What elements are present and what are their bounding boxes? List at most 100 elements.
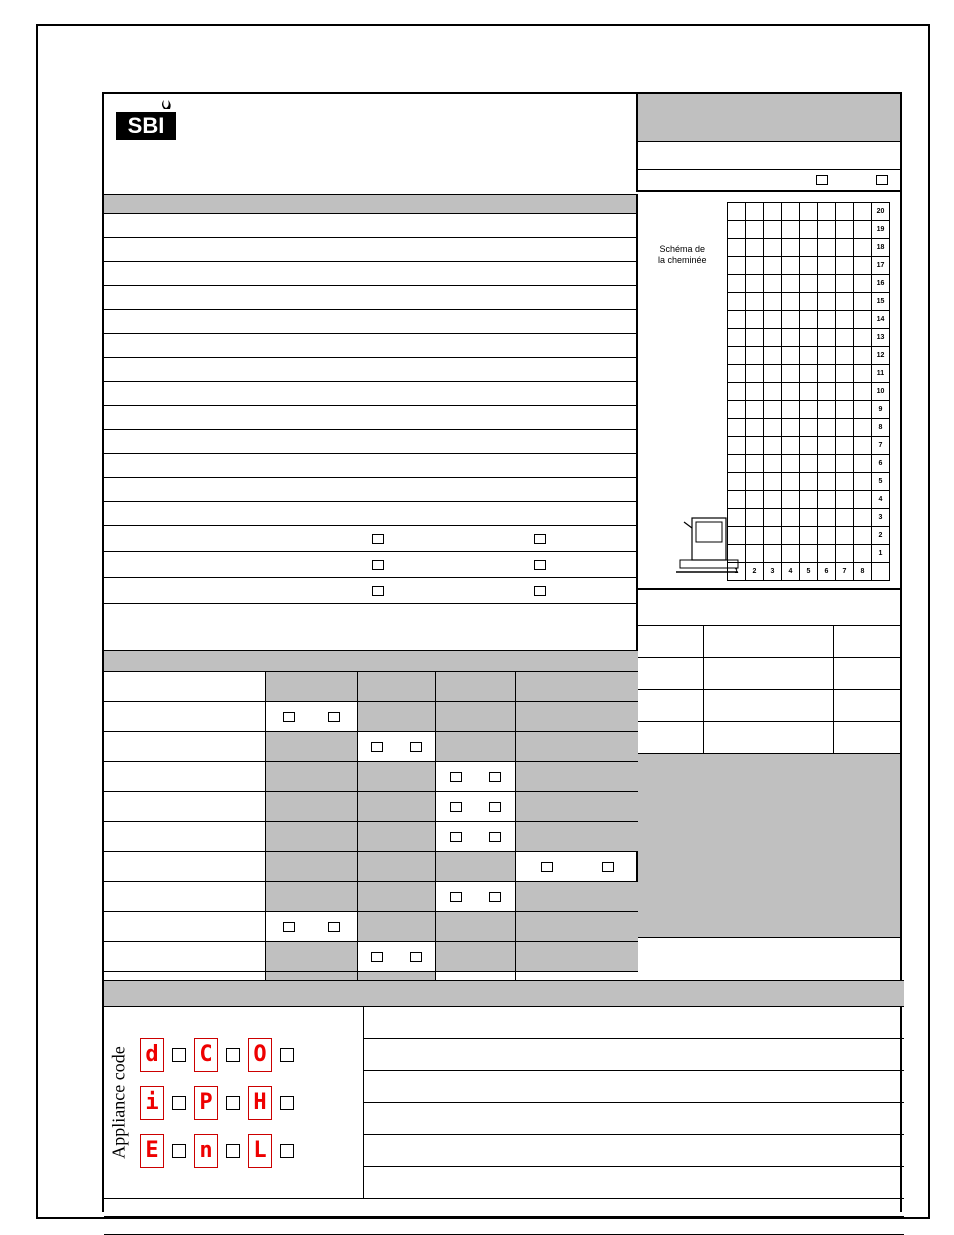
row [104, 238, 638, 262]
segment-display: E [140, 1134, 164, 1168]
check-top-2[interactable] [876, 175, 888, 185]
check[interactable] [534, 560, 546, 570]
grid-row [104, 912, 638, 942]
grid-row [104, 852, 638, 882]
row [104, 262, 638, 286]
appliance-left: Appliance code dCOiPHEnL [104, 1007, 364, 1198]
sbi-logo: SBI [114, 98, 178, 144]
check[interactable] [372, 586, 384, 596]
check[interactable] [172, 1144, 186, 1158]
appliance-body: Appliance code dCOiPHEnL [104, 1007, 904, 1199]
grid-row [104, 732, 638, 762]
grid-row [104, 882, 638, 912]
check[interactable] [450, 772, 462, 782]
check[interactable] [489, 772, 501, 782]
row [104, 286, 638, 310]
page: SBI [0, 0, 954, 1235]
row [364, 1007, 904, 1039]
grid-row [104, 672, 638, 702]
appliance-right [364, 1007, 904, 1198]
appliance-label: Appliance code [104, 1007, 134, 1198]
check[interactable] [534, 586, 546, 596]
row [104, 406, 638, 430]
chimney-label: Schéma dela cheminée [658, 244, 707, 266]
gray-block [638, 754, 900, 938]
segment-display: P [194, 1086, 218, 1120]
check[interactable] [371, 952, 383, 962]
segment-display: H [248, 1086, 272, 1120]
check[interactable] [602, 862, 614, 872]
check[interactable] [172, 1096, 186, 1110]
stove-icon [670, 508, 742, 580]
right-mid [636, 590, 900, 938]
segment-display: O [248, 1038, 272, 1072]
section-bar-3 [104, 981, 904, 1007]
check[interactable] [534, 534, 546, 544]
row-check [104, 578, 638, 604]
check[interactable] [372, 560, 384, 570]
row [364, 1071, 904, 1103]
chimney-grid: 201918171615141312111098765432112345678 [727, 202, 890, 581]
right-header-gray [636, 94, 900, 142]
segment-display: i [140, 1086, 164, 1120]
row [104, 382, 638, 406]
grid-section [104, 650, 638, 1002]
check[interactable] [489, 802, 501, 812]
check[interactable] [328, 922, 340, 932]
form-left [104, 194, 638, 604]
row-3col [638, 658, 900, 690]
check[interactable] [226, 1048, 240, 1062]
check[interactable] [450, 832, 462, 842]
check[interactable] [283, 922, 295, 932]
check[interactable] [283, 712, 295, 722]
row [104, 334, 638, 358]
check[interactable] [410, 742, 422, 752]
check[interactable] [328, 712, 340, 722]
row [104, 214, 638, 238]
check[interactable] [280, 1144, 294, 1158]
check[interactable] [450, 892, 462, 902]
row [104, 358, 638, 382]
check[interactable] [226, 1096, 240, 1110]
check[interactable] [489, 832, 501, 842]
svg-text:SBI: SBI [128, 113, 165, 138]
row [638, 590, 900, 626]
bottom-rows [104, 1199, 904, 1235]
appliance-codes: dCOiPHEnL [134, 1007, 363, 1198]
section-bar-1 [104, 194, 638, 214]
row [104, 478, 638, 502]
right-header [636, 94, 900, 192]
row [104, 1199, 904, 1217]
right-header-checks [636, 170, 900, 192]
row [104, 1217, 904, 1235]
check[interactable] [280, 1048, 294, 1062]
segment-display: d [140, 1038, 164, 1072]
section-bar-2 [104, 650, 638, 672]
grid-row [104, 822, 638, 852]
row-check [104, 526, 638, 552]
check[interactable] [489, 892, 501, 902]
check-top-1[interactable] [816, 175, 828, 185]
segment-display: n [194, 1134, 218, 1168]
row [104, 454, 638, 478]
row [364, 1039, 904, 1071]
row [104, 430, 638, 454]
right-header-blank [636, 142, 900, 170]
check[interactable] [450, 802, 462, 812]
row [104, 310, 638, 334]
row [364, 1103, 904, 1135]
check[interactable] [410, 952, 422, 962]
row-check [104, 552, 638, 578]
grid-row [104, 762, 638, 792]
check[interactable] [172, 1048, 186, 1062]
segment-display: C [194, 1038, 218, 1072]
chimney-diagram: Schéma dela cheminée 2019181716151413121… [636, 194, 900, 590]
row [104, 502, 638, 526]
check[interactable] [372, 534, 384, 544]
check[interactable] [226, 1144, 240, 1158]
row-3col [638, 690, 900, 722]
check[interactable] [541, 862, 553, 872]
grid-row [104, 702, 638, 732]
check[interactable] [280, 1096, 294, 1110]
check[interactable] [371, 742, 383, 752]
